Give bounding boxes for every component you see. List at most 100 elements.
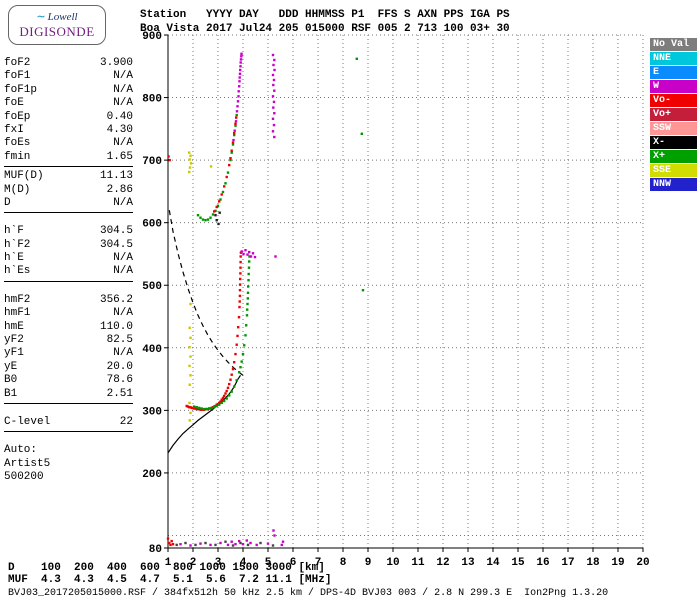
parameter-row: h`F2 304.5 <box>4 239 133 252</box>
parameter-row: Artist5 <box>4 458 133 471</box>
x-tick-label: 2 <box>190 557 197 569</box>
logo-lowell-text: Lowell <box>47 11 78 23</box>
parameter-value: 4.30 <box>106 123 133 136</box>
header-fields-row: Station YYYY DAY DDD HHMMSS P1 FFS S AXN… <box>140 9 510 21</box>
parameter-label: fmin <box>4 150 31 163</box>
parameter-value: N/A <box>113 97 133 110</box>
parameter-row: B1 2.51 <box>4 388 133 401</box>
parameter-row: C-level 22 <box>4 416 133 429</box>
parameter-label: foEs <box>4 137 31 150</box>
parameter-value: N/A <box>113 83 133 96</box>
parameter-label: yE <box>4 360 18 373</box>
y-tick-label: 200 <box>142 469 162 481</box>
legend-item-x+: X+ <box>650 150 697 163</box>
x-tick-label: 20 <box>636 557 649 569</box>
parameter-label: B0 <box>4 374 18 387</box>
x-tick-label: 6 <box>290 557 297 569</box>
parameter-value: 22 <box>119 415 133 428</box>
parameter-value: 1.65 <box>106 150 133 163</box>
parameter-label: foF2 <box>4 57 31 69</box>
muf-row: MUF 4.3 4.3 4.5 4.7 5.1 5.6 7.2 11.1 [MH… <box>8 574 332 586</box>
parameter-value: N/A <box>113 137 133 150</box>
parameter-label: h`E <box>4 252 24 265</box>
legend-item-x-: X- <box>650 136 697 149</box>
x-tick-label: 10 <box>386 557 399 569</box>
parameter-row: foE N/A <box>4 97 133 110</box>
parameter-row: M(D) 2.86 <box>4 184 133 197</box>
parameter-group: C-level 22 <box>4 416 133 433</box>
parameter-row: foF1 N/A <box>4 70 133 83</box>
trace-noise-bottom-dark <box>175 540 275 547</box>
parameter-value: 356.2 <box>99 293 133 306</box>
parameter-value: 304.5 <box>99 238 133 251</box>
profile-lines <box>167 210 246 454</box>
direction-legend: No Val NNE E W Vo- Vo+ SSW X- X+ SSE NNW <box>650 38 697 192</box>
x-tick-label: 11 <box>411 557 425 569</box>
parameter-label: h`Es <box>4 265 31 278</box>
trace-green-scatter <box>355 57 365 292</box>
parameter-row: hmE 110.0 <box>4 321 133 334</box>
trace-sse-scatter <box>188 151 213 422</box>
trace-second-hop-oblique <box>232 52 243 142</box>
parameter-label: foE <box>4 97 24 110</box>
parameter-value: 0.40 <box>106 110 133 123</box>
parameter-row: h`Es N/A <box>4 265 133 278</box>
legend-item-noval: No Val <box>650 38 697 51</box>
parameter-row: yF1 N/A <box>4 347 133 360</box>
parameter-row: MUF(D) 11.13 <box>4 170 133 183</box>
x-tick-label: 3 <box>215 557 222 569</box>
x-tick-label: 8 <box>340 557 347 569</box>
parameter-value: 11.13 <box>99 170 133 183</box>
parameter-panel: foF2 3.900 foF1 N/A foF1p N/A foE N/A foEp 0.40 fx… <box>4 57 133 485</box>
parameter-label: B1 <box>4 387 18 400</box>
parameter-value: N/A <box>113 252 133 265</box>
x-tick-label: 14 <box>486 557 500 569</box>
parameter-row: yF2 82.5 <box>4 334 133 347</box>
legend-item-vo+: Vo+ <box>650 108 697 121</box>
y-tick-label: 500 <box>142 281 162 293</box>
echo-traces <box>166 52 365 547</box>
parameter-label: foF1p <box>4 83 38 96</box>
station-header: Station YYYY DAY DDD HHMMSS P1 FFS S AXN… <box>140 8 510 36</box>
parameter-value: N/A <box>113 265 133 278</box>
x-tick-label: 13 <box>461 557 475 569</box>
trace-red-scatter <box>166 155 175 547</box>
parameter-value: N/A <box>113 70 133 83</box>
x-tick-label: 5 <box>265 557 272 569</box>
parameter-label: fxI <box>4 123 24 136</box>
y-tick-label: 700 <box>142 156 162 168</box>
trace-f-trace-x-mode <box>193 255 251 411</box>
x-tick-label: 15 <box>511 557 525 569</box>
ionogram-chart: 900 800 700 600 500 400 300 200 80 1 2 3 4 5 6 7 8 9 10 11 1… <box>130 28 660 578</box>
parameter-value: N/A <box>113 307 133 320</box>
x-tick-label: 16 <box>536 557 549 569</box>
parameter-row: D N/A <box>4 197 133 210</box>
legend-item-w: W <box>650 80 697 93</box>
legend-item-nne: NNE <box>650 52 697 65</box>
parameter-value: 304.5 <box>99 225 133 238</box>
digisonde-logo: ∼ Lowell DIGISONDE <box>8 5 106 45</box>
parameter-group: foF2 3.900 foF1 N/A foF1p N/A foE N/A foEp 0.40 fx… <box>4 57 133 168</box>
trace-second-hop-o <box>213 116 238 213</box>
parameter-row: foEp 0.40 <box>4 111 133 124</box>
header-values-row: Boa Vista 2017 Jul24 205 015000 RSF 005 … <box>140 23 510 35</box>
parameter-value: N/A <box>113 347 133 360</box>
x-tick-label: 9 <box>365 557 372 569</box>
parameter-value: 78.6 <box>106 374 133 387</box>
x-tick-label: 4 <box>240 557 247 569</box>
trace-spread-column-magenta <box>271 53 276 537</box>
parameter-row: h`F 304.5 <box>4 225 133 238</box>
parameter-label: hmE <box>4 320 24 333</box>
legend-item-nnw: NNW <box>650 178 697 191</box>
parameter-value: 110.0 <box>99 320 133 333</box>
parameter-group: h`F 304.5 h`F2 304.5 h`E N/A h`Es N/A <box>4 225 133 282</box>
parameter-row: foF1p N/A <box>4 84 133 97</box>
wave-icon: ∼ <box>36 11 46 23</box>
parameter-label: foEp <box>4 110 31 123</box>
logo-digisonde-text: DIGISONDE <box>19 24 95 39</box>
parameter-row: yE 20.0 <box>4 361 133 374</box>
trace-f-trace-top-spread <box>240 249 277 259</box>
y-tick-label: 300 <box>142 406 162 418</box>
